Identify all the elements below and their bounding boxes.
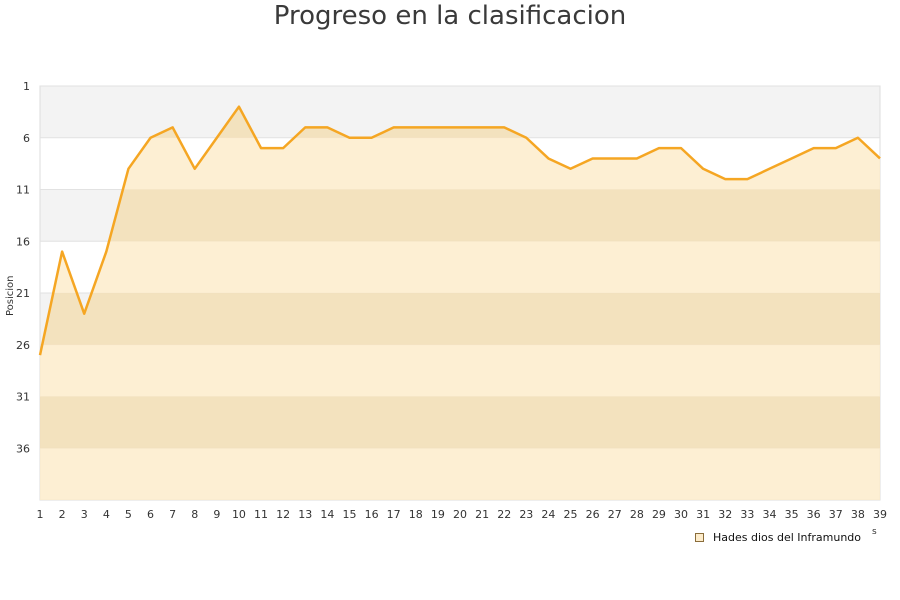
y-tick-label: 31 bbox=[16, 391, 30, 404]
y-tick-label: 26 bbox=[16, 339, 30, 352]
y-tick-label: 36 bbox=[16, 442, 30, 455]
x-tick-label: 7 bbox=[169, 508, 176, 521]
x-tick-label: 15 bbox=[342, 508, 356, 521]
series-line bbox=[38, 105, 881, 356]
y-tick-label: 11 bbox=[16, 184, 30, 197]
y-tick-label: 6 bbox=[23, 132, 30, 145]
x-tick-label: 39 bbox=[873, 508, 887, 521]
x-tick-label: 2 bbox=[59, 508, 66, 521]
x-tick-label: 27 bbox=[608, 508, 622, 521]
x-tick-label: 26 bbox=[586, 508, 600, 521]
x-tick-label: 14 bbox=[320, 508, 334, 521]
x-tick-label: 23 bbox=[519, 508, 533, 521]
x-tick-label: 4 bbox=[103, 508, 110, 521]
area-stripe bbox=[40, 396, 880, 449]
x-tick-label: 34 bbox=[762, 508, 776, 521]
chart-title: Progreso en la clasificacion bbox=[273, 1, 627, 31]
x-tick-label: 11 bbox=[254, 508, 268, 521]
y-tick-label: 16 bbox=[16, 235, 30, 248]
x-tick-label: 6 bbox=[147, 508, 154, 521]
x-axis-ticks: 1 2 3 4 5 6 7 8 9 10 11 12 13 14 15 16 17 18 19 20 21 22 23 24 2… bbox=[37, 508, 888, 521]
x-tick-label: 12 bbox=[276, 508, 290, 521]
x-tick-label: 17 bbox=[387, 508, 401, 521]
x-tick-label: 37 bbox=[829, 508, 843, 521]
y-axis-label: Posicion bbox=[5, 275, 16, 316]
y-tick-label: 21 bbox=[16, 287, 30, 300]
x-tick-label: 21 bbox=[475, 508, 489, 521]
x-tick-label: 20 bbox=[453, 508, 467, 521]
area-stripe bbox=[40, 293, 880, 345]
x-tick-label: 36 bbox=[807, 508, 821, 521]
area-stripe bbox=[40, 189, 880, 242]
x-tick-label: 35 bbox=[785, 508, 799, 521]
x-tick-label: 18 bbox=[409, 508, 423, 521]
x-tick-label: 32 bbox=[718, 508, 732, 521]
x-tick-label: 33 bbox=[740, 508, 754, 521]
x-tick-label: 24 bbox=[541, 508, 555, 521]
x-tick-label: 22 bbox=[497, 508, 511, 521]
x-tick-label: 9 bbox=[213, 508, 220, 521]
x-axis-label: s bbox=[872, 527, 877, 537]
x-tick-label: 30 bbox=[674, 508, 688, 521]
x-tick-label: 38 bbox=[851, 508, 865, 521]
x-tick-label: 28 bbox=[630, 508, 644, 521]
x-tick-label: 8 bbox=[191, 508, 198, 521]
legend-label: Hades dios del Inframundo bbox=[713, 531, 862, 544]
x-tick-label: 25 bbox=[564, 508, 578, 521]
x-tick-label: 16 bbox=[365, 508, 379, 521]
x-tick-label: 1 bbox=[37, 508, 44, 521]
x-tick-label: 19 bbox=[431, 508, 445, 521]
legend-swatch bbox=[695, 533, 704, 542]
series-area-fill bbox=[40, 106, 880, 500]
legend[interactable]: Hades dios del Inframundo bbox=[695, 531, 861, 544]
x-tick-label: 10 bbox=[232, 508, 246, 521]
x-tick-label: 29 bbox=[652, 508, 666, 521]
x-tick-label: 31 bbox=[696, 508, 710, 521]
x-tick-label: 3 bbox=[81, 508, 88, 521]
x-tick-label: 13 bbox=[298, 508, 312, 521]
x-tick-label: 5 bbox=[125, 508, 132, 521]
y-tick-label: 1 bbox=[23, 80, 30, 93]
